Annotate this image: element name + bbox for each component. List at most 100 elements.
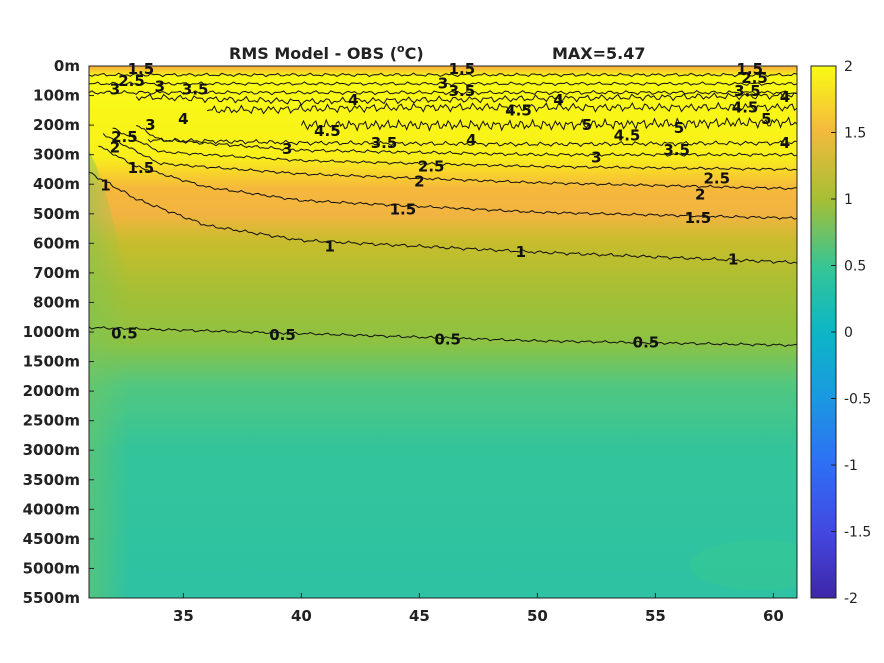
contour-label: 0.5 xyxy=(111,324,138,342)
contour-label: 4 xyxy=(178,110,188,128)
contour-line xyxy=(135,91,797,106)
contour-label: 2.5 xyxy=(118,72,145,90)
contour-line xyxy=(206,101,797,115)
contour-label: 5 xyxy=(582,116,592,134)
contour-label: 3 xyxy=(438,75,448,93)
x-tick-label: 35 xyxy=(173,607,194,625)
y-tick-label: 5000m xyxy=(23,559,80,577)
y-tick-label: 400m xyxy=(33,175,80,193)
contour-label: 4.5 xyxy=(614,126,641,144)
x-tick-label: 40 xyxy=(291,607,312,625)
chart-title: RMS Model - OBS (oC) xyxy=(229,42,424,63)
contour-label: 3.5 xyxy=(449,82,476,100)
max-label: MAX=5.47 xyxy=(552,44,646,63)
contour-lines xyxy=(89,72,797,347)
contour-label: 3 xyxy=(110,81,120,99)
contour-label: 3 xyxy=(591,149,601,167)
contour-label: 4.5 xyxy=(505,101,532,119)
contour-line xyxy=(89,81,797,87)
contour-label: 0.5 xyxy=(269,326,296,344)
contour-label: 3.5 xyxy=(734,82,761,100)
contour-label: 2.5 xyxy=(741,69,768,87)
contour-line xyxy=(300,116,797,132)
contour-label: 2 xyxy=(414,172,424,190)
contour-label: 5 xyxy=(761,110,771,128)
x-tick-label: 55 xyxy=(645,607,666,625)
colorbar-ticks: 2 1.5 1 0.5 0 -0.5 -1 -1.5 -2 xyxy=(831,59,871,607)
x-axis-ticks: 35 40 45 50 55 60 xyxy=(173,593,784,625)
x-tick-label: 50 xyxy=(527,607,548,625)
colorbar-tick-label: -0.5 xyxy=(844,392,871,408)
contour-label: 4 xyxy=(780,88,790,106)
y-tick-label: 300m xyxy=(33,146,80,164)
y-tick-label: 500m xyxy=(33,205,80,223)
x-tick-label: 60 xyxy=(763,607,784,625)
contour-label: 0.5 xyxy=(434,330,461,348)
contour-label: 1.5 xyxy=(128,159,155,177)
colorbar-tick-label: 2 xyxy=(844,59,853,75)
contour-label: 1 xyxy=(728,251,738,269)
contour-label: 1 xyxy=(325,237,335,255)
y-tick-label: 4500m xyxy=(23,530,80,548)
contour-label: 3.5 xyxy=(371,134,398,152)
contour-label: 1.5 xyxy=(685,209,712,227)
y-tick-label: 1000m xyxy=(23,323,80,341)
contour-label: 3 xyxy=(155,78,165,96)
colorbar-tick-label: -1.5 xyxy=(844,525,871,541)
contour-label: 1.5 xyxy=(449,60,476,78)
y-tick-label: 0m xyxy=(54,57,80,75)
contour-line xyxy=(89,326,797,347)
colorbar-tick-label: 1 xyxy=(844,192,853,208)
x-tick-label: 45 xyxy=(409,607,430,625)
colorbar-tick-label: 1.5 xyxy=(844,126,866,142)
contour-label: 4 xyxy=(780,134,790,152)
contour-line xyxy=(102,133,797,191)
contour-line xyxy=(136,125,797,158)
contour-label: 4 xyxy=(466,131,476,149)
contour-label: 4.5 xyxy=(732,98,759,116)
contour-label: 5 xyxy=(674,119,684,137)
y-tick-label: 3500m xyxy=(23,471,80,489)
contour-label: 3 xyxy=(282,140,292,158)
contour-label: 3.5 xyxy=(182,81,209,99)
colorbar-tick-label: 0 xyxy=(844,325,853,341)
y-tick-label: 3000m xyxy=(23,441,80,459)
colorbar-tick-label: 0.5 xyxy=(844,259,866,275)
contour-label: 4.5 xyxy=(314,122,341,140)
contour-line xyxy=(112,127,797,172)
contour-label: 1.5 xyxy=(390,200,417,218)
contour-label: 3 xyxy=(145,116,155,134)
contour-label: 4 xyxy=(553,91,563,109)
y-axis-depth-ticks: 0m 100m 200m 300m 400m 500m 600m 700m 800m 1000m 1… xyxy=(23,57,94,607)
contour-line xyxy=(147,137,797,148)
y-tick-label: 5500m xyxy=(23,589,80,607)
y-tick-label: 200m xyxy=(33,116,80,134)
contour-line xyxy=(89,72,797,78)
contour-label: 3.5 xyxy=(663,141,690,159)
y-tick-label: 800m xyxy=(33,293,80,311)
contour-label: 2 xyxy=(110,138,120,156)
contour-label: 2.5 xyxy=(703,169,730,187)
colorbar-tick-label: -2 xyxy=(844,591,858,607)
contour-label: 2 xyxy=(695,186,705,204)
contour-line xyxy=(89,89,797,96)
contour-label: 4 xyxy=(348,91,358,109)
y-tick-label: 4000m xyxy=(23,500,80,518)
contour-label: 1 xyxy=(100,177,110,195)
contour-label: 1.5 xyxy=(737,60,764,78)
colorbar-tick-label: -1 xyxy=(844,458,858,474)
y-tick-label: 600m xyxy=(33,234,80,252)
y-tick-label: 700m xyxy=(33,264,80,282)
contour-line xyxy=(89,171,797,265)
contour-label: 1.5 xyxy=(128,60,155,78)
contour-label: 2.5 xyxy=(418,157,445,175)
y-tick-label: 2500m xyxy=(23,412,80,430)
y-tick-label: 1500m xyxy=(23,353,80,371)
y-tick-label: 2000m xyxy=(23,382,80,400)
y-tick-label: 100m xyxy=(33,87,80,105)
contour-label: 1 xyxy=(516,243,526,261)
contour-label: 2.5 xyxy=(111,128,138,146)
heatmap-field xyxy=(89,66,797,598)
